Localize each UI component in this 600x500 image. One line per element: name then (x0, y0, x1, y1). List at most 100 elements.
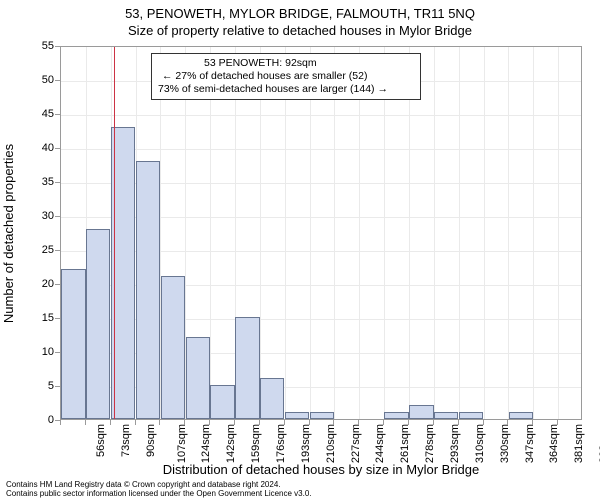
xtick-label: 381sqm (573, 424, 585, 463)
ytick-mark (55, 182, 60, 183)
ytick-label: 20 (14, 278, 54, 290)
xtick-mark (358, 420, 359, 425)
gridline-h (61, 149, 581, 150)
ytick-label: 55 (14, 40, 54, 52)
xtick-label: 90sqm (145, 424, 157, 457)
annotation-line: ← 27% of detached houses are smaller (52… (158, 70, 414, 83)
xtick-mark (60, 420, 61, 425)
xtick-mark (209, 420, 210, 425)
gridline-v (434, 47, 435, 419)
gridline-v (310, 47, 311, 419)
xtick-label: 227sqm (350, 424, 362, 463)
chart-area: 53 PENOWETH: 92sqm← 27% of detached hous… (60, 46, 582, 420)
histogram-bar (310, 412, 334, 419)
gridline-v (285, 47, 286, 419)
histogram-bar (509, 412, 533, 419)
gridline-v (409, 47, 410, 419)
gridline-v (210, 47, 211, 419)
xtick-label: 293sqm (449, 424, 461, 463)
ytick-mark (55, 284, 60, 285)
xtick-label: 142sqm (225, 424, 237, 463)
plot-area: 53 PENOWETH: 92sqm← 27% of detached hous… (60, 46, 582, 420)
xtick-mark (532, 420, 533, 425)
histogram-bar (384, 412, 408, 419)
xtick-label: 107sqm (176, 424, 188, 463)
xtick-mark (507, 420, 508, 425)
chart-container: 53, PENOWETH, MYLOR BRIDGE, FALMOUTH, TR… (0, 0, 600, 500)
xtick-label: 278sqm (424, 424, 436, 463)
histogram-bar (86, 229, 110, 419)
ytick-mark (55, 352, 60, 353)
xtick-mark (110, 420, 111, 425)
xtick-mark (284, 420, 285, 425)
xtick-label: 73sqm (120, 424, 132, 457)
gridline-h (61, 115, 581, 116)
page-title-line2: Size of property relative to detached ho… (0, 22, 600, 41)
marker-line (114, 47, 115, 419)
xtick-mark (135, 420, 136, 425)
gridline-v (334, 47, 335, 419)
ytick-mark (55, 148, 60, 149)
gridline-v (558, 47, 559, 419)
gridline-v (359, 47, 360, 419)
histogram-bar (161, 276, 185, 419)
xtick-mark (309, 420, 310, 425)
histogram-bar (186, 337, 210, 419)
xtick-mark (184, 420, 185, 425)
xtick-label: 124sqm (201, 424, 213, 463)
histogram-bar (61, 269, 85, 419)
y-axis-title: Number of detached properties (2, 46, 16, 420)
gridline-v (533, 47, 534, 419)
ytick-label: 15 (14, 312, 54, 324)
xtick-label: 193sqm (300, 424, 312, 463)
histogram-bar (210, 385, 234, 419)
footnote-line1: Contains HM Land Registry data © Crown c… (6, 480, 312, 489)
ytick-label: 45 (14, 108, 54, 120)
ytick-label: 5 (14, 380, 54, 392)
ytick-label: 35 (14, 176, 54, 188)
annotation-box: 53 PENOWETH: 92sqm← 27% of detached hous… (151, 53, 421, 100)
xtick-mark (458, 420, 459, 425)
xtick-label: 159sqm (250, 424, 262, 463)
xtick-label: 176sqm (275, 424, 287, 463)
xtick-label: 347sqm (524, 424, 536, 463)
xtick-label: 56sqm (95, 424, 107, 457)
footnote-line2: Contains public sector information licen… (6, 489, 312, 498)
xtick-mark (383, 420, 384, 425)
gridline-v (484, 47, 485, 419)
xtick-label: 364sqm (549, 424, 561, 463)
xtick-label: 330sqm (499, 424, 511, 463)
xtick-label: 210sqm (325, 424, 337, 463)
xtick-label: 244sqm (375, 424, 387, 463)
histogram-bar (434, 412, 458, 419)
xtick-mark (557, 420, 558, 425)
ytick-label: 30 (14, 210, 54, 222)
ytick-label: 40 (14, 142, 54, 154)
xtick-mark (159, 420, 160, 425)
histogram-bar (459, 412, 483, 419)
xtick-label: 310sqm (474, 424, 486, 463)
ytick-mark (55, 216, 60, 217)
ytick-label: 10 (14, 346, 54, 358)
gridline-v (384, 47, 385, 419)
page-title-line1: 53, PENOWETH, MYLOR BRIDGE, FALMOUTH, TR… (0, 0, 600, 22)
xtick-mark (483, 420, 484, 425)
ytick-mark (55, 386, 60, 387)
ytick-mark (55, 80, 60, 81)
gridline-v (508, 47, 509, 419)
histogram-bar (235, 317, 259, 419)
ytick-mark (55, 46, 60, 47)
annotation-line: 73% of semi-detached houses are larger (… (158, 83, 414, 96)
ytick-mark (55, 114, 60, 115)
histogram-bar (136, 161, 160, 419)
xtick-mark (408, 420, 409, 425)
ytick-mark (55, 318, 60, 319)
ytick-label: 50 (14, 74, 54, 86)
annotation-line: 53 PENOWETH: 92sqm (158, 57, 414, 70)
xtick-mark (333, 420, 334, 425)
ytick-label: 25 (14, 244, 54, 256)
ytick-mark (55, 250, 60, 251)
xtick-mark (259, 420, 260, 425)
histogram-bar (409, 405, 433, 419)
xtick-mark (433, 420, 434, 425)
